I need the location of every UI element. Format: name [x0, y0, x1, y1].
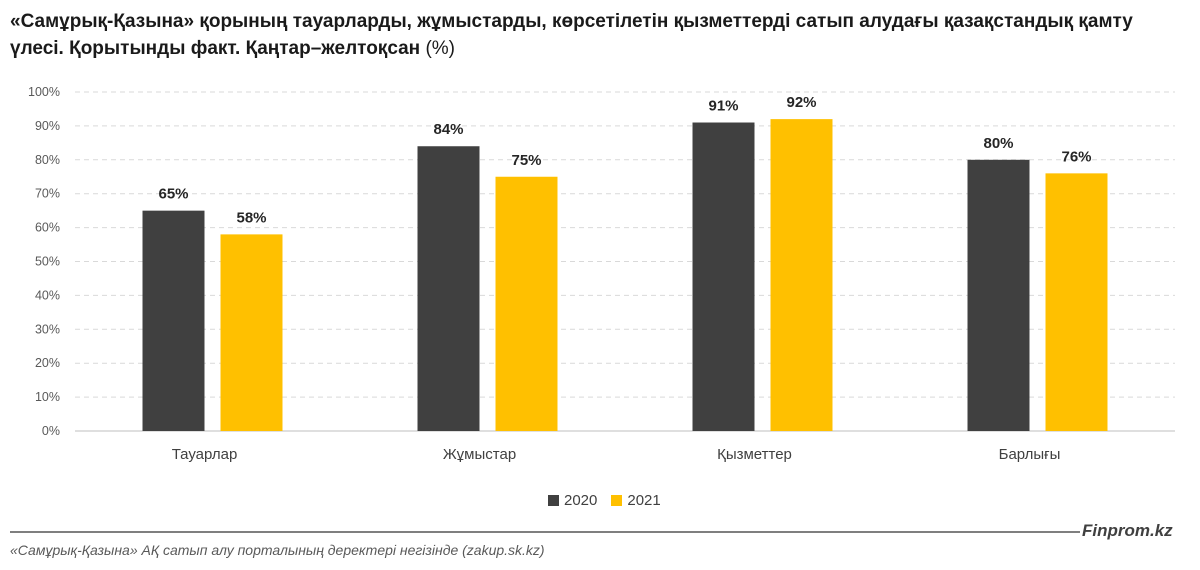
- y-tick-label: 60%: [35, 221, 60, 235]
- x-tick-label: Барлығы: [999, 446, 1061, 463]
- x-tick-label: Тауарлар: [172, 446, 238, 463]
- data-labels: 65% 58% 84% 75% 91% 92% 80% 76%: [158, 94, 1091, 226]
- legend-swatch-2021: [611, 494, 623, 506]
- y-tick-label: 40%: [35, 288, 60, 302]
- y-tick-label: 100%: [28, 85, 60, 99]
- y-tick-label: 90%: [35, 119, 60, 133]
- chart-title: «Самұрық-Қазына» қорының тауарларды, жұм…: [10, 8, 1180, 62]
- y-axis: 0% 10% 20% 30% 40% 50% 60% 70% 80% 90% 100%: [28, 85, 60, 438]
- bar-2020-0: [142, 210, 205, 431]
- bar-2021-3: [1045, 173, 1108, 432]
- brand-logo-text: Finprom.kz: [1082, 521, 1173, 540]
- y-tick-label: 10%: [35, 390, 60, 404]
- legend-label-2020: 2020: [564, 491, 598, 509]
- bar-2020-2: [692, 122, 755, 431]
- legend: 2020 2021: [548, 490, 669, 510]
- bar-2020-3: [967, 159, 1030, 432]
- bar-2021-2: [770, 119, 833, 432]
- y-tick-label: 0%: [42, 424, 60, 438]
- y-tick-label: 30%: [35, 322, 60, 336]
- bar-2021-1: [495, 176, 558, 431]
- data-label-2021-3: 76%: [1061, 148, 1091, 165]
- data-label-2020-3: 80%: [983, 135, 1013, 152]
- legend-item-2020: 2020: [548, 492, 597, 509]
- chart-title-text: «Самұрық-Қазына» қорының тауарларды, жұм…: [10, 11, 1133, 59]
- chart-title-unit: (%): [425, 38, 456, 59]
- x-axis: Тауарлар Жұмыстар Қызметтер Барлығы: [172, 446, 1061, 463]
- y-tick-label: 80%: [35, 153, 60, 167]
- source-note: «Самұрық-Қазына» АҚ сатып алу порталының…: [10, 542, 545, 558]
- legend-item-2021: 2021: [611, 491, 661, 509]
- data-label-2020-0: 65%: [158, 186, 188, 203]
- legend-swatch-2020: [548, 494, 559, 506]
- data-label-2020-2: 91%: [708, 98, 738, 115]
- data-label-2021-0: 58%: [236, 209, 266, 226]
- bar-2020-1: [417, 146, 480, 432]
- legend-label-2021: 2021: [627, 491, 661, 509]
- bars: [142, 119, 1108, 432]
- y-tick-label: 50%: [35, 255, 60, 269]
- bar-2021-0: [220, 234, 283, 431]
- x-tick-label: Қызметтер: [717, 446, 792, 463]
- data-label-2021-2: 92%: [786, 94, 816, 111]
- footer-divider: [10, 531, 1080, 533]
- y-tick-label: 70%: [35, 187, 60, 201]
- x-tick-label: Жұмыстар: [443, 446, 516, 463]
- data-label-2020-1: 84%: [433, 121, 463, 138]
- data-label-2021-1: 75%: [511, 152, 541, 169]
- y-tick-label: 20%: [35, 356, 60, 370]
